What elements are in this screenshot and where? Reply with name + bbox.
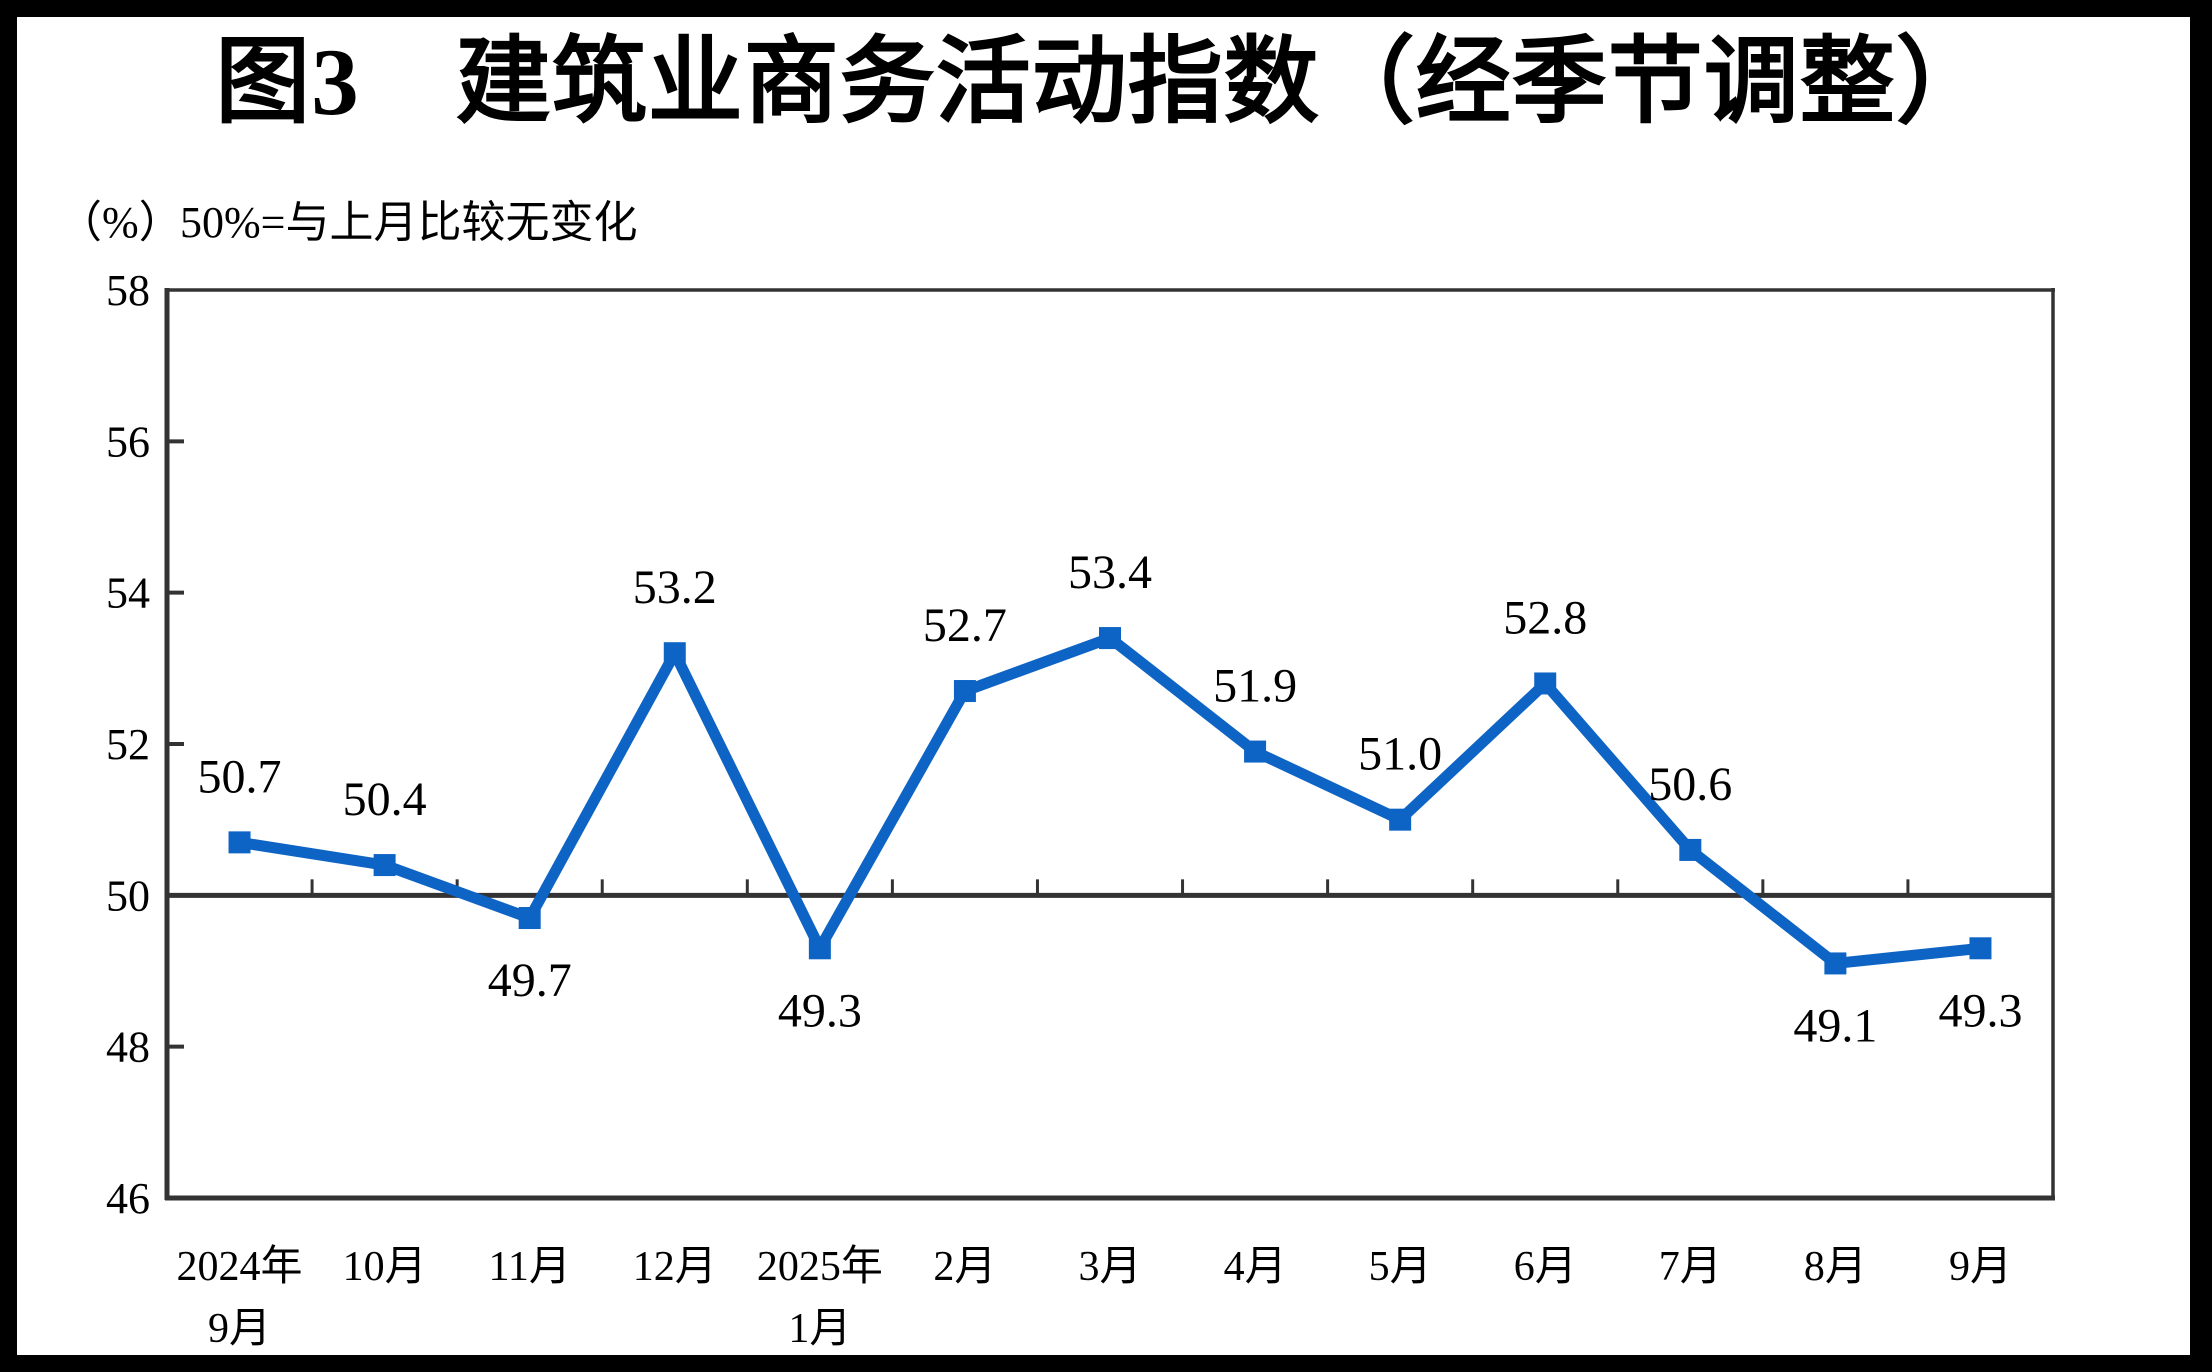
- data-point-marker: [953, 680, 976, 703]
- data-value-label: 53.2: [633, 561, 717, 614]
- data-value-label: 50.4: [343, 773, 427, 826]
- data-value-label: 49.7: [488, 954, 572, 1007]
- data-value-label: 53.4: [1068, 546, 1152, 599]
- data-point-marker: [228, 831, 251, 854]
- data-value-label: 49.1: [1793, 999, 1877, 1052]
- data-point-marker: [1534, 672, 1557, 695]
- x-tick-label: 12月: [633, 1244, 717, 1290]
- data-value-label: 50.6: [1648, 758, 1732, 811]
- data-value-label: 52.8: [1503, 591, 1587, 644]
- reference-line-note: 50%=与上月比较无变化: [180, 198, 638, 247]
- x-tick-label: 11月: [488, 1244, 570, 1290]
- data-point-marker: [1244, 740, 1267, 763]
- chart-title: 图3 建筑业商务活动指数（经季节调整）: [215, 29, 1992, 135]
- data-value-label: 49.3: [1938, 984, 2022, 1037]
- data-point-marker: [518, 907, 541, 930]
- x-tick-label: 10月: [343, 1244, 427, 1290]
- data-point-marker: [1099, 627, 1121, 650]
- x-tick-label-line2: 1月: [788, 1306, 851, 1352]
- x-tick-label: 3月: [1078, 1244, 1141, 1290]
- data-point-marker: [1679, 838, 1702, 861]
- x-tick-label: 6月: [1514, 1244, 1577, 1290]
- y-tick-label: 56: [106, 417, 150, 466]
- data-point-marker: [373, 854, 396, 877]
- chart-canvas-background: [17, 17, 2190, 1355]
- x-tick-label: 8月: [1804, 1244, 1867, 1290]
- y-tick-label: 46: [106, 1174, 150, 1223]
- data-point-marker: [808, 937, 831, 960]
- y-tick-label: 48: [106, 1023, 150, 1072]
- x-tick-label: 5月: [1369, 1244, 1432, 1290]
- y-axis-unit-label: （%）: [58, 198, 183, 247]
- data-point-marker: [663, 642, 686, 665]
- y-tick-label: 58: [106, 266, 150, 315]
- data-point-marker: [1969, 937, 1992, 960]
- x-tick-label: 2024年: [177, 1243, 303, 1290]
- data-value-label: 50.7: [198, 750, 282, 803]
- y-tick-label: 50: [106, 871, 150, 920]
- x-tick-label: 9月: [1949, 1244, 2012, 1290]
- x-tick-label-line2: 9月: [208, 1306, 271, 1352]
- y-tick-label: 54: [106, 569, 150, 618]
- data-point-marker: [1389, 808, 1412, 831]
- y-tick-label: 52: [106, 720, 150, 769]
- data-point-marker: [1824, 952, 1847, 975]
- x-tick-label: 2025年: [757, 1243, 883, 1290]
- data-value-label: 49.3: [778, 984, 862, 1037]
- x-tick-label: 2月: [933, 1244, 996, 1290]
- data-value-label: 51.0: [1358, 728, 1442, 781]
- data-value-label: 52.7: [923, 599, 1007, 652]
- x-tick-label: 7月: [1659, 1244, 1722, 1290]
- x-tick-label: 4月: [1224, 1244, 1287, 1290]
- data-value-label: 51.9: [1213, 660, 1297, 713]
